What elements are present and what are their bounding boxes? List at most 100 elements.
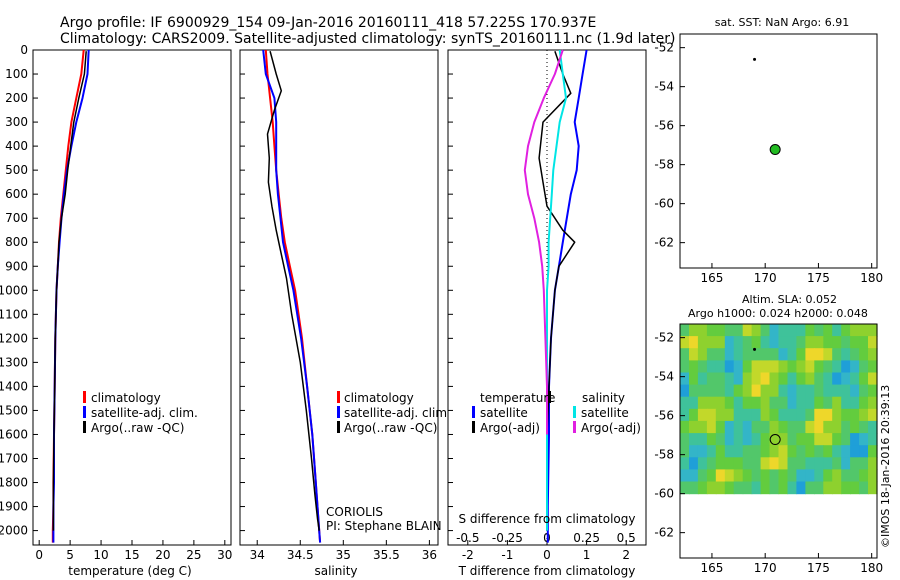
x-tick-label: 5	[66, 548, 74, 562]
heatmap-cell	[715, 481, 726, 495]
heatmap-cell	[832, 324, 842, 337]
heatmap-cell	[850, 433, 860, 446]
heatmap-cell	[841, 408, 851, 422]
heatmap-cell	[689, 408, 699, 422]
heatmap-cell	[805, 324, 815, 337]
x-tick-label: 34.5	[287, 548, 314, 562]
heatmap-cell	[742, 469, 753, 483]
heatmap-cell	[706, 445, 717, 458]
heatmap-cell	[742, 481, 753, 495]
heatmap-cell	[697, 360, 708, 374]
salinity-xlabel: salinity	[314, 564, 357, 578]
heatmap-cell	[751, 348, 762, 361]
heatmap-cell	[805, 481, 815, 495]
heatmap-cell	[697, 445, 708, 458]
heatmap-cell	[680, 481, 690, 495]
heatmap-cell	[760, 469, 771, 483]
heatmap-cell	[787, 408, 798, 422]
sla-map-title-line1: Altim. SLA: 0.052	[742, 293, 837, 306]
heatmap-cell	[760, 372, 771, 386]
heatmap-cell	[850, 420, 860, 434]
heatmap-cell	[814, 408, 824, 422]
heatmap-cell	[715, 433, 726, 446]
heatmap-cell	[859, 396, 869, 410]
heatmap-cell	[850, 372, 860, 386]
heatmap-cell	[706, 469, 717, 483]
secondary-x-tick-label: -0.5	[456, 531, 479, 545]
heatmap-cell	[868, 336, 878, 349]
argo-position-marker	[769, 144, 781, 156]
y-tick-label: -62	[654, 526, 674, 540]
legend-label-argo: Argo(..raw -QC)	[344, 421, 437, 435]
heatmap-cell	[841, 384, 851, 398]
salinity-series	[262, 49, 322, 543]
sst-latitude-axis: -52 -54 -56 -58 -60 -62	[654, 41, 685, 250]
heatmap-cell	[680, 324, 690, 337]
heatmap-cell	[715, 348, 726, 361]
heatmap-cell	[724, 445, 735, 458]
heatmap-cell	[769, 481, 780, 495]
heatmap-cell	[689, 469, 699, 483]
heatmap-cell	[841, 336, 851, 349]
heatmap-cell	[680, 384, 690, 398]
heatmap-cell	[787, 336, 798, 349]
heatmap-cell	[796, 433, 806, 446]
heatmap-cell	[787, 420, 798, 434]
y-tick-label: -52	[654, 331, 674, 345]
heatmap-cell	[796, 336, 806, 349]
heatmap-cell	[868, 469, 878, 483]
heatmap-cell	[742, 384, 753, 398]
heatmap-cell	[680, 372, 690, 386]
heatmap-cell	[796, 445, 806, 458]
y-tick-label: -58	[654, 158, 674, 172]
heatmap-cell	[823, 457, 833, 470]
legend-label-t-satellite: satellite	[480, 406, 528, 420]
x-tick-label: 180	[860, 561, 883, 575]
y-tick-label: 1500	[0, 403, 28, 417]
heatmap-cell	[680, 348, 690, 361]
heatmap-cell	[751, 433, 762, 446]
temperature-panel: 0100200300400500600700800900100011001200…	[0, 43, 232, 578]
series-line-s-argo-adj-	[523, 49, 564, 435]
depth-axis: 0 100 200 300 400 500 600 700 800 900 1000 1100 1200…	[0, 43, 38, 538]
heatmap-cell	[706, 420, 717, 434]
heatmap-cell	[689, 336, 699, 349]
heatmap-cell	[724, 481, 735, 495]
heatmap-cell	[859, 408, 869, 422]
heatmap-cell	[796, 420, 806, 434]
heatmap-cell	[814, 481, 824, 495]
x-tick-label: 30	[217, 548, 232, 562]
heatmap-cell	[850, 348, 860, 361]
heatmap-cell	[689, 420, 699, 434]
heatmap-cell	[868, 433, 878, 446]
legend-title-temperature: temperature	[480, 391, 555, 405]
heatmap-cell	[814, 384, 824, 398]
heatmap-cell	[760, 420, 771, 434]
heatmap-cell	[823, 372, 833, 386]
y-tick-label: 600	[5, 187, 28, 201]
y-tick-label: -56	[654, 119, 674, 133]
temperature-series	[51, 49, 90, 543]
heatmap-cell	[715, 408, 726, 422]
heatmap-cell	[814, 372, 824, 386]
x-tick-label: 1	[583, 548, 591, 562]
y-tick-label: 1000	[0, 283, 28, 297]
heatmap-cell	[823, 360, 833, 374]
heatmap-cell	[823, 408, 833, 422]
heatmap-cell	[715, 384, 726, 398]
heatmap-cell	[733, 360, 744, 374]
heatmap-cell	[697, 420, 708, 434]
legend-label-satellite: satellite-adj. clim.	[91, 406, 198, 420]
heatmap-cell	[868, 384, 878, 398]
legend-swatch-t-satellite	[472, 406, 475, 418]
x-tick-label: 170	[754, 271, 777, 285]
heatmap-cell	[859, 384, 869, 398]
heatmap-cell	[868, 372, 878, 386]
heatmap-cell	[832, 372, 842, 386]
heatmap-cell	[859, 324, 869, 337]
legend-swatch-satellite	[337, 406, 340, 418]
legend-label-s-argo: Argo(-adj)	[581, 421, 641, 435]
heatmap-cell	[680, 420, 690, 434]
heatmap-cell	[823, 420, 833, 434]
heatmap-cell	[733, 469, 744, 483]
